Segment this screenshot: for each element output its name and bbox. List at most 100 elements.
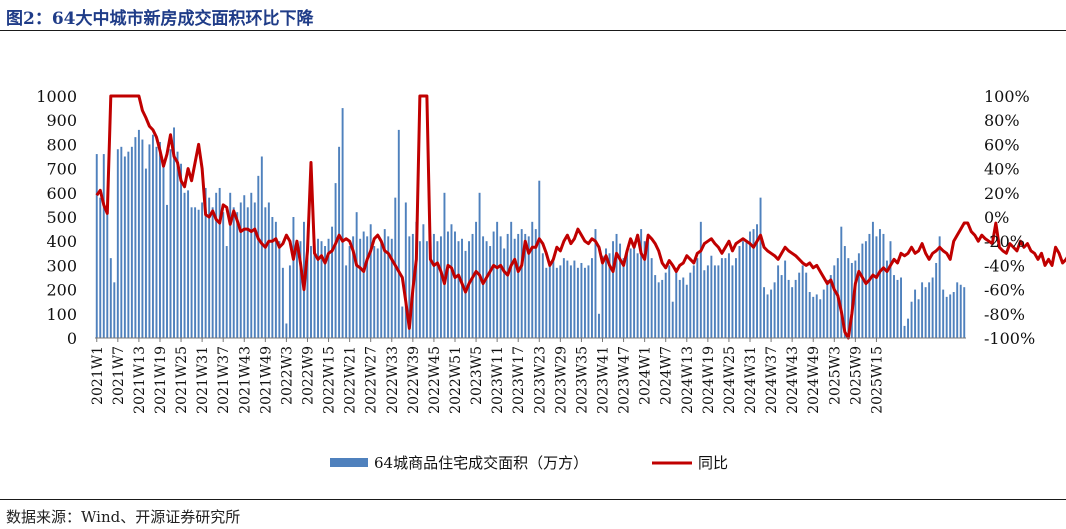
right-axis-ticks: -100% -80% -60% -40% -20% 0% 20% 40% 60% 80% 100% [984, 87, 1035, 348]
bar [454, 231, 456, 338]
x-axis-ticks: 2021W1 2021W7 2021W13 2021W19 2021W25 2021W31… [90, 338, 885, 414]
left-tick-label: 1000 [36, 87, 77, 106]
bar [552, 260, 555, 338]
left-tick-label: 800 [46, 135, 77, 154]
bar [889, 241, 892, 338]
bar [784, 260, 787, 338]
bar [236, 212, 239, 338]
bar [443, 192, 446, 338]
bar [239, 202, 242, 338]
bar [390, 238, 393, 338]
bar [338, 146, 341, 338]
bar [878, 229, 881, 338]
x-tick-label: 2022W27 [364, 346, 380, 414]
bar [619, 243, 622, 338]
bar [573, 260, 576, 338]
bar [749, 231, 751, 338]
right-tick-label: -20% [984, 232, 1025, 251]
bar [692, 265, 695, 338]
bar [833, 265, 836, 338]
bar [218, 187, 221, 338]
left-axis-ticks: 0 100 200 300 400 500 600 700 800 900 1000 [36, 87, 77, 348]
bar [696, 258, 699, 338]
x-tick-label: 2024W7 [659, 346, 675, 405]
bar [626, 250, 629, 338]
bar [843, 246, 846, 338]
x-tick-label: 2024W31 [743, 346, 759, 414]
bar [527, 236, 530, 338]
legend: 64城商品住宅成交面积（万方） 同比 [330, 454, 728, 472]
x-tick-label: 2024W19 [701, 346, 717, 414]
bar [187, 190, 190, 338]
x-tick-label: 2025W9 [848, 346, 864, 405]
bar [436, 241, 439, 338]
line-series [95, 94, 1066, 340]
bar [471, 233, 474, 338]
left-tick-label: 200 [46, 281, 77, 300]
bar [225, 246, 228, 338]
bar [829, 275, 832, 338]
bar [376, 248, 379, 338]
yoy-line [95, 94, 1066, 340]
bar [380, 241, 383, 338]
bar [320, 241, 323, 338]
bar [285, 323, 288, 338]
right-tick-label: 20% [984, 184, 1020, 203]
bar-series [95, 108, 966, 339]
bar [671, 301, 674, 338]
left-tick-label: 400 [46, 232, 77, 251]
bar [422, 224, 425, 338]
bar [464, 250, 467, 338]
bar [886, 260, 888, 338]
bottom-rule [0, 499, 1066, 500]
bar [429, 236, 432, 338]
left-tick-label: 900 [46, 111, 77, 130]
right-tick-label: 100% [984, 87, 1030, 106]
bar [204, 187, 207, 338]
bar [148, 144, 151, 338]
bar [362, 231, 365, 338]
bar [243, 195, 246, 338]
bar [151, 134, 154, 338]
bar [183, 192, 186, 338]
bar [324, 246, 327, 338]
bar [871, 221, 874, 338]
bar [513, 238, 516, 338]
bar [503, 248, 506, 338]
bar [341, 108, 344, 338]
bar [144, 168, 147, 338]
bar [534, 229, 537, 338]
bar [791, 287, 794, 338]
x-tick-label: 2021W1 [90, 346, 106, 405]
bar [313, 250, 316, 338]
right-tick-label: 0% [984, 208, 1009, 227]
bar [734, 258, 737, 338]
bar [264, 207, 267, 338]
bar [355, 212, 358, 338]
chart-title: 图2：64大中城市新房成交面积环比下降 [6, 9, 314, 29]
bar [173, 127, 175, 339]
bar [745, 241, 748, 338]
bar [369, 224, 372, 338]
bar [668, 265, 671, 338]
bar [155, 146, 158, 338]
bar [95, 154, 98, 338]
bar [113, 282, 116, 338]
bar [447, 231, 449, 338]
bar [397, 129, 400, 338]
bar [555, 267, 558, 338]
bar [910, 301, 913, 338]
bar [538, 180, 541, 338]
bar [569, 265, 572, 338]
bar [580, 262, 583, 338]
bar [306, 253, 309, 338]
x-tick-label: 2022W15 [322, 346, 338, 414]
bar [594, 229, 597, 338]
bar [664, 272, 667, 338]
bar [257, 175, 260, 338]
bar [931, 277, 934, 338]
bar [650, 258, 653, 338]
bar [868, 233, 871, 338]
bar [727, 253, 730, 338]
bar [752, 229, 755, 338]
